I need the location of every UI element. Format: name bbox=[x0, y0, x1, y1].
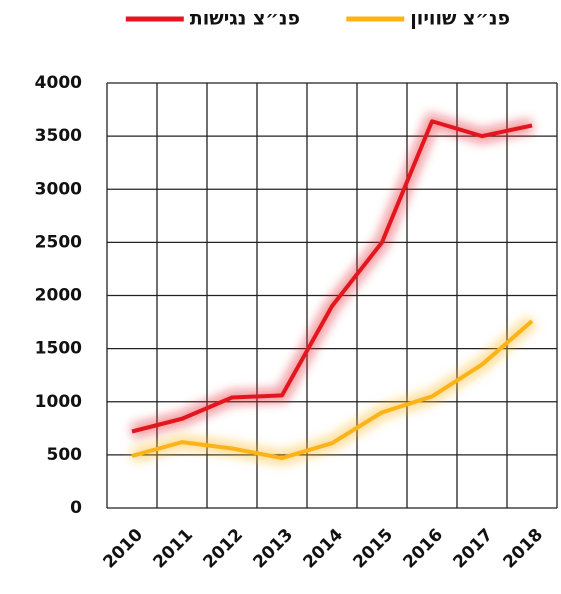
x-tick-label: 2015 bbox=[349, 525, 397, 573]
x-tick-label: 2018 bbox=[499, 525, 547, 573]
y-tick-label: 2000 bbox=[35, 286, 82, 306]
y-tick-label: 1500 bbox=[35, 339, 82, 359]
y-tick-label: 1000 bbox=[35, 392, 82, 412]
legend-label: פנ״צ שוויון bbox=[410, 8, 510, 30]
y-tick-label: 3000 bbox=[35, 179, 82, 199]
y-tick-label: 500 bbox=[47, 445, 83, 465]
x-tick-label: 2017 bbox=[449, 525, 497, 573]
x-tick-label: 2013 bbox=[249, 525, 297, 573]
line-glow bbox=[130, 315, 537, 466]
x-tick-label: 2010 bbox=[99, 525, 147, 573]
y-tick-label: 2500 bbox=[35, 232, 82, 252]
y-tick-label: 4000 bbox=[35, 73, 82, 93]
y-tick-label: 3500 bbox=[35, 126, 82, 146]
legend-label: פנ״צ נגישות bbox=[190, 8, 300, 30]
line bbox=[131, 319, 534, 461]
x-tick-label: 2014 bbox=[299, 525, 347, 573]
line bbox=[131, 119, 533, 434]
y-tick-label: 0 bbox=[70, 498, 82, 518]
x-tick-label: 2016 bbox=[399, 525, 447, 573]
x-tick-label: 2011 bbox=[149, 525, 197, 573]
line-glow bbox=[130, 112, 534, 439]
x-tick-label: 2012 bbox=[199, 525, 247, 573]
